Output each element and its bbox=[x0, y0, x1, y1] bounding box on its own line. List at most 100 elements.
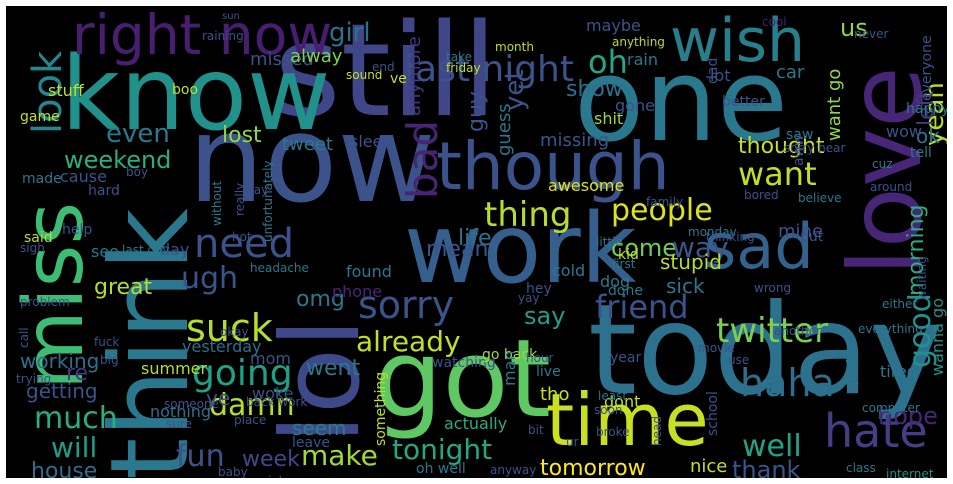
word-dad: dad bbox=[705, 57, 721, 84]
word-friday: friday bbox=[446, 61, 481, 75]
word-tonight: tonight bbox=[392, 433, 493, 466]
word-game: game bbox=[20, 109, 60, 125]
word-us: us bbox=[840, 14, 868, 42]
word-better: better bbox=[722, 94, 765, 110]
word-ur: ur bbox=[566, 435, 579, 449]
word-woke: woke bbox=[252, 384, 294, 403]
word-everyone: everyone bbox=[919, 35, 935, 101]
word-make: make bbox=[301, 439, 378, 472]
word-will: will bbox=[51, 431, 98, 464]
word-dog: dog bbox=[600, 272, 631, 291]
word-haha: haha bbox=[740, 361, 835, 405]
word-missing: missing bbox=[540, 130, 610, 151]
word-boo: boo bbox=[172, 82, 199, 98]
word-sigh: sigh bbox=[20, 241, 45, 255]
word-monday: monday bbox=[688, 225, 737, 239]
word-mom: mom bbox=[250, 349, 291, 368]
word-dont: dont bbox=[604, 392, 641, 411]
word-believe: believe bbox=[798, 191, 842, 205]
word-week: week bbox=[242, 447, 300, 472]
word-awesome: awesome bbox=[548, 176, 625, 195]
word-yesterday: yesterday bbox=[182, 337, 262, 356]
word-computer: computer bbox=[862, 401, 920, 415]
word-know: know bbox=[61, 35, 331, 154]
word-gone: gone bbox=[615, 96, 655, 115]
word-going: going bbox=[192, 353, 293, 394]
word-weekend: weekend bbox=[64, 146, 172, 174]
word-said: said bbox=[24, 230, 53, 246]
word-help: help bbox=[62, 222, 93, 238]
word-wrong: wrong bbox=[754, 281, 792, 295]
word-back-work: back work bbox=[246, 395, 308, 409]
word-something: something bbox=[373, 371, 389, 446]
word-mean: mean bbox=[426, 237, 489, 262]
word-want-go: want go bbox=[824, 68, 845, 141]
word-broke: broke bbox=[596, 425, 630, 439]
word-guess: guess bbox=[494, 103, 515, 156]
word-actually: actually bbox=[444, 414, 508, 433]
word-take: take bbox=[446, 50, 472, 64]
word-summer: summer bbox=[141, 359, 208, 378]
word-cause: cause bbox=[60, 167, 107, 186]
word-girl: girl bbox=[329, 18, 371, 48]
word-sound: sound bbox=[346, 68, 383, 82]
word-baby: baby bbox=[218, 465, 248, 478]
word-big: big bbox=[100, 353, 119, 367]
word-tho: tho bbox=[540, 384, 570, 405]
word-man: man bbox=[500, 350, 519, 386]
word-life: life bbox=[458, 226, 492, 251]
word-headache: headache bbox=[250, 261, 309, 275]
word-around: around bbox=[870, 180, 913, 194]
word-boy: boy bbox=[126, 165, 149, 179]
word-fuck: fuck bbox=[94, 335, 120, 349]
word-waiting: waiting bbox=[915, 256, 929, 300]
word-sorry-hear: sorry hear bbox=[784, 141, 846, 155]
word-first: first bbox=[612, 257, 636, 271]
word-mine: mine bbox=[778, 221, 824, 242]
word-already: already bbox=[356, 325, 461, 358]
word-getting: getting bbox=[26, 379, 98, 403]
word-thinking: thinking bbox=[706, 230, 755, 244]
word-missed: missed bbox=[250, 49, 314, 70]
word-cloud: still one know now got today work lol think love m… bbox=[6, 6, 947, 478]
word-way: way bbox=[672, 231, 729, 264]
word-now: now bbox=[188, 91, 436, 230]
word-kid: kid bbox=[618, 247, 639, 263]
word-use: use bbox=[728, 353, 750, 367]
word-place: place bbox=[234, 413, 267, 427]
word-put: put bbox=[800, 229, 824, 245]
word-nothing: nothing bbox=[150, 402, 212, 421]
word-cool: cool bbox=[762, 15, 787, 29]
word-bit: bit bbox=[528, 423, 544, 437]
word-oh: oh bbox=[588, 43, 628, 81]
word-damn: damn bbox=[209, 388, 295, 423]
word-never: never bbox=[854, 27, 889, 41]
word-done: done bbox=[608, 283, 643, 299]
word-car: car bbox=[776, 62, 805, 83]
word-need: need bbox=[194, 221, 294, 267]
word-got: got bbox=[374, 317, 551, 442]
word-ugh: ugh bbox=[181, 261, 239, 296]
word-okay: okay bbox=[220, 325, 249, 339]
word-thank: thank bbox=[732, 456, 801, 478]
word-see: see bbox=[91, 242, 120, 261]
word-show: show bbox=[566, 77, 623, 102]
word-hour: hour bbox=[526, 351, 554, 365]
word-phone: phone bbox=[332, 282, 383, 301]
word-another: another bbox=[774, 324, 821, 338]
word-great: great bbox=[94, 275, 153, 300]
word-tweet: tweet bbox=[282, 134, 333, 155]
word-cuz: cuz bbox=[872, 157, 893, 171]
word-school: school bbox=[705, 391, 721, 436]
word-sleep: sleep bbox=[350, 132, 393, 151]
word-thought: thought bbox=[738, 134, 825, 159]
word-house: house bbox=[31, 459, 98, 479]
word-oh-well: oh well bbox=[416, 461, 466, 477]
word-hey: hey bbox=[526, 281, 552, 297]
word-sick: sick bbox=[666, 274, 705, 298]
word-job: job bbox=[268, 475, 286, 478]
word-even: even bbox=[106, 119, 170, 149]
word-anyway: anyway bbox=[490, 463, 537, 477]
word-seem: seem bbox=[292, 416, 347, 440]
word-hate: hate bbox=[824, 404, 928, 458]
